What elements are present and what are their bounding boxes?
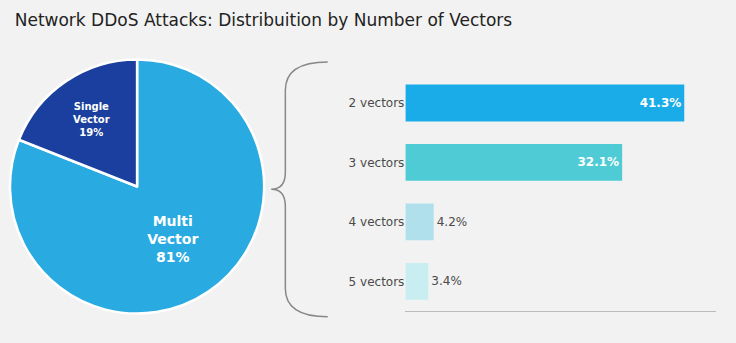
svg-text:3 vectors: 3 vectors — [349, 156, 405, 170]
svg-text:MultiVector81%: MultiVector81% — [147, 213, 198, 265]
svg-text:4 vectors: 4 vectors — [349, 215, 405, 229]
svg-text:Network DDoS Attacks: Distribu: Network DDoS Attacks: Distribuition by N… — [15, 10, 513, 30]
svg-text:2 vectors: 2 vectors — [349, 96, 405, 110]
svg-text:41.3%: 41.3% — [640, 96, 682, 110]
svg-text:SingleVector19%: SingleVector19% — [73, 101, 110, 138]
svg-text:3.4%: 3.4% — [431, 274, 462, 288]
svg-text:5 vectors: 5 vectors — [349, 275, 405, 289]
svg-text:4.2%: 4.2% — [437, 215, 468, 229]
svg-text:32.1%: 32.1% — [577, 155, 619, 169]
